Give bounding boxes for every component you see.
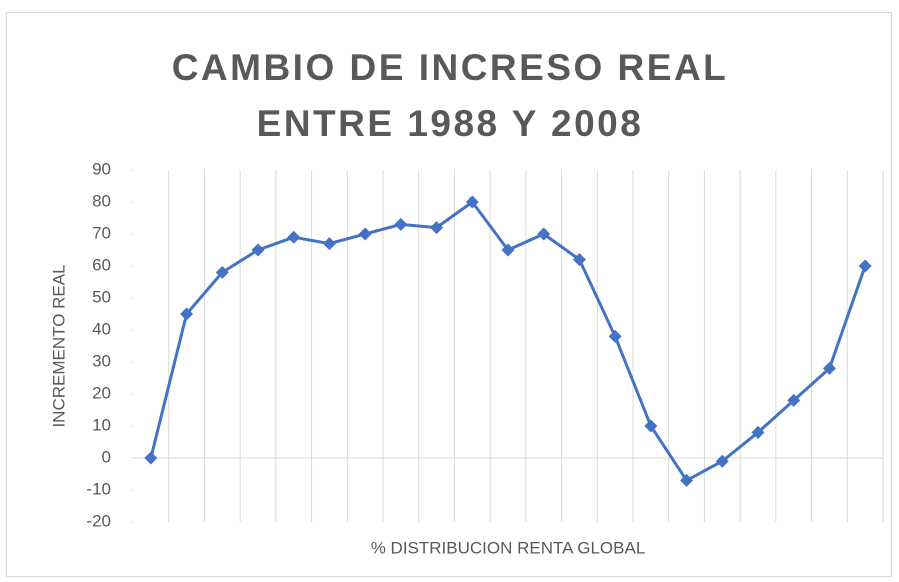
data-point (322, 237, 336, 251)
y-tick-label: 10 (92, 415, 111, 434)
data-point (858, 259, 872, 273)
data-point (644, 419, 658, 433)
y-tick-label: 80 (92, 191, 111, 210)
y-tick-label: 60 (92, 255, 111, 274)
data-point (251, 243, 265, 257)
data-point (287, 230, 301, 244)
data-point (358, 227, 372, 241)
data-point (822, 361, 836, 375)
y-tick-label: 40 (92, 319, 111, 338)
x-axis-label: % DISTRIBUCION RENTA GLOBAL (371, 538, 646, 557)
data-point (751, 425, 765, 439)
y-tick-label: 90 (92, 159, 111, 178)
y-tick-label: 50 (92, 287, 111, 306)
y-tick-label: -20 (86, 511, 111, 530)
data-point (680, 473, 694, 487)
data-point (430, 221, 444, 235)
data-point (537, 227, 551, 241)
y-tick-label: -10 (86, 479, 111, 498)
data-point (501, 243, 515, 257)
data-point (465, 195, 479, 209)
data-point (180, 307, 194, 321)
data-point (572, 253, 586, 267)
y-axis-label: INCREMENTO REAL (49, 264, 68, 427)
data-point (715, 454, 729, 468)
chart-border (6, 12, 892, 577)
data-point (608, 329, 622, 343)
chart-title: CAMBIO DE INCRESO REAL ENTRE 1988 Y 2008 (171, 47, 729, 144)
y-tick-label: 20 (92, 383, 111, 402)
data-point (394, 217, 408, 231)
data-point (144, 451, 158, 465)
data-point (787, 393, 801, 407)
y-tick-label: 0 (102, 447, 111, 466)
y-tick-label: 70 (92, 223, 111, 242)
y-tick-label: 30 (92, 351, 111, 370)
data-point (215, 265, 229, 279)
